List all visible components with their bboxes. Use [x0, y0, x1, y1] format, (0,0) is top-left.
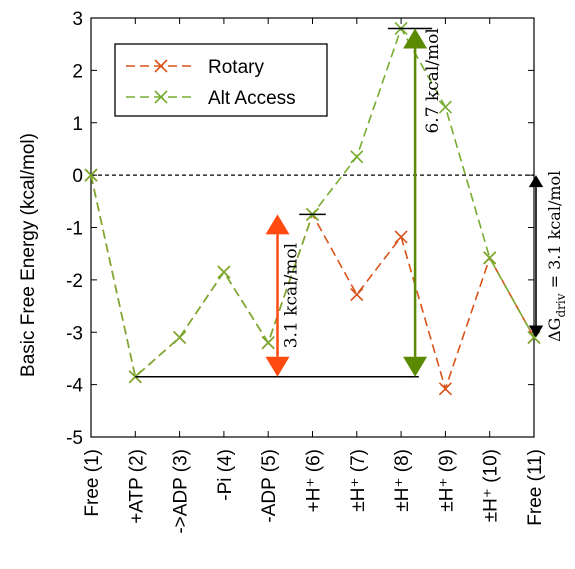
y-tick-label: -2 — [66, 271, 83, 292]
data-point-altaccess — [438, 100, 452, 114]
y-tick-label: -3 — [66, 323, 83, 344]
x-tick-label: ±H⁺ (8) — [392, 449, 413, 512]
x-tick-label: ±H⁺ (10) — [481, 449, 502, 522]
x-tick-label: +ATP (2) — [126, 449, 147, 524]
data-point-rotary — [394, 230, 408, 244]
legend-altaccess-marker — [154, 90, 168, 104]
altaccess-barrier-arrow — [403, 28, 428, 377]
x-tick-label: Free (11) — [525, 449, 546, 526]
data-point-rotary — [350, 287, 364, 302]
data-point-altaccess — [483, 251, 497, 265]
driving-force-arrow — [528, 175, 544, 338]
driving-force-label: ΔGdriv = 3.1 kcal/mol — [545, 171, 568, 342]
legend-rotary-label: Rotary — [208, 57, 264, 78]
data-point-altaccess — [173, 330, 187, 345]
data-point-altaccess — [350, 150, 364, 164]
legend-rotary-marker — [154, 59, 168, 73]
x-tick-label: -Pi (4) — [215, 449, 236, 501]
x-tick-label: -ADP (5) — [259, 449, 280, 523]
y-tick-label: 0 — [72, 166, 83, 187]
legend-x-icon — [154, 90, 168, 104]
y-tick-label: -1 — [66, 219, 83, 240]
series-line-rotary — [90, 174, 535, 392]
y-tick-label: 2 — [72, 61, 83, 82]
data-point-altaccess — [261, 336, 275, 350]
x-tick-label: ±H⁺ (7) — [348, 449, 369, 512]
legend-x-icon — [154, 59, 168, 73]
y-tick-label: 1 — [72, 114, 83, 135]
x-tick-label: ->ADP (3) — [171, 449, 192, 534]
y-axis-label: Basic Free Energy (kcal/mol) — [18, 133, 39, 377]
y-tick-label: -4 — [66, 376, 83, 397]
legend-box — [114, 43, 328, 117]
y-tick-label: 3 — [72, 9, 83, 30]
rotary-barrier-arrow — [265, 214, 290, 377]
y-tick-label: -5 — [66, 428, 83, 449]
legend-altaccess-label: Alt Access — [208, 88, 296, 109]
x-tick-label: +H⁺ (6) — [304, 449, 325, 512]
data-point-altaccess — [84, 168, 98, 182]
legend: Rotary Alt Access — [114, 43, 328, 117]
data-point-rotary — [438, 382, 452, 396]
x-tick-label: Free (1) — [82, 449, 103, 517]
rotary-barrier-label: 3.1 kcal/mol — [282, 243, 302, 348]
data-point-altaccess — [217, 265, 231, 279]
x-tick-label: ±H⁺ (9) — [436, 449, 457, 512]
altaccess-barrier-label: 6.7 kcal/mol — [423, 28, 443, 133]
